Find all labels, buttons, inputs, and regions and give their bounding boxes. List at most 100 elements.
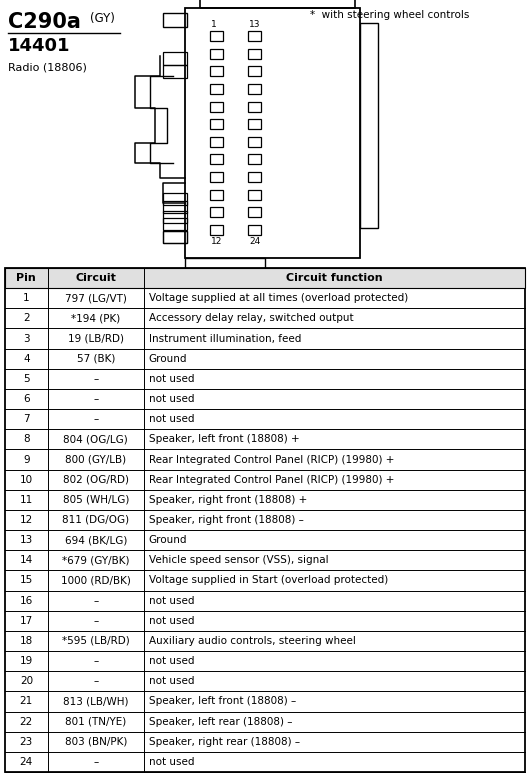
Text: 800 (GY/LB): 800 (GY/LB) <box>65 455 126 465</box>
Text: 12: 12 <box>211 237 223 246</box>
Text: Ground: Ground <box>149 535 187 545</box>
Text: Circuit: Circuit <box>75 273 116 283</box>
Bar <box>210 137 223 147</box>
Bar <box>210 225 223 235</box>
Bar <box>185 8 360 258</box>
Bar <box>163 13 187 27</box>
Text: Voltage supplied at all times (overload protected): Voltage supplied at all times (overload … <box>149 293 408 303</box>
Bar <box>163 52 187 65</box>
Bar <box>163 231 187 243</box>
Bar <box>210 49 223 58</box>
Text: –: – <box>93 757 99 767</box>
Text: 3: 3 <box>23 333 30 343</box>
Text: Rear Integrated Control Panel (RICP) (19980) +: Rear Integrated Control Panel (RICP) (19… <box>149 455 394 465</box>
Text: Auxiliary audio controls, steering wheel: Auxiliary audio controls, steering wheel <box>149 636 356 646</box>
Text: –: – <box>93 656 99 666</box>
Text: 19 (LB/RD): 19 (LB/RD) <box>68 333 123 343</box>
Bar <box>163 211 187 223</box>
Text: –: – <box>93 394 99 404</box>
Text: 804 (OG/LG): 804 (OG/LG) <box>64 434 128 444</box>
Bar <box>248 172 261 182</box>
Bar <box>210 172 223 182</box>
Text: Radio (18806): Radio (18806) <box>8 62 87 72</box>
Text: 16: 16 <box>20 596 33 605</box>
Text: 811 (DG/OG): 811 (DG/OG) <box>62 515 129 525</box>
Bar <box>248 207 261 218</box>
Text: 20: 20 <box>20 676 33 686</box>
Bar <box>163 201 187 213</box>
Text: Speaker, left rear (18808) –: Speaker, left rear (18808) – <box>149 716 293 726</box>
Text: 694 (BK/LG): 694 (BK/LG) <box>65 535 127 545</box>
Text: –: – <box>93 616 99 625</box>
Text: 57 (BK): 57 (BK) <box>76 354 115 364</box>
Bar <box>248 66 261 76</box>
Text: 8: 8 <box>23 434 30 444</box>
Text: *194 (PK): *194 (PK) <box>71 313 120 323</box>
Text: 1000 (RD/BK): 1000 (RD/BK) <box>61 576 131 586</box>
Text: 18: 18 <box>20 636 33 646</box>
Text: not used: not used <box>149 616 195 625</box>
Text: Rear Integrated Control Panel (RICP) (19980) +: Rear Integrated Control Panel (RICP) (19… <box>149 475 394 485</box>
Text: Speaker, right rear (18808) –: Speaker, right rear (18808) – <box>149 737 300 747</box>
Text: not used: not used <box>149 394 195 404</box>
Text: Accessory delay relay, switched output: Accessory delay relay, switched output <box>149 313 354 323</box>
Text: not used: not used <box>149 656 195 666</box>
Text: 7: 7 <box>23 414 30 424</box>
Text: 5: 5 <box>23 374 30 384</box>
Bar <box>210 84 223 94</box>
Bar <box>210 207 223 218</box>
Text: C290a: C290a <box>8 12 81 32</box>
Text: 1: 1 <box>23 293 30 303</box>
Text: not used: not used <box>149 374 195 384</box>
Text: 14401: 14401 <box>8 37 70 55</box>
Text: Speaker, right front (18808) –: Speaker, right front (18808) – <box>149 515 304 525</box>
Bar <box>163 218 187 230</box>
Bar <box>210 102 223 112</box>
Bar <box>248 102 261 112</box>
Bar <box>248 31 261 41</box>
Text: –: – <box>93 676 99 686</box>
Text: Voltage supplied in Start (overload protected): Voltage supplied in Start (overload prot… <box>149 576 388 586</box>
Text: *595 (LB/RD): *595 (LB/RD) <box>62 636 130 646</box>
Text: 10: 10 <box>20 475 33 485</box>
Bar <box>163 193 187 205</box>
Bar <box>210 155 223 165</box>
Bar <box>248 137 261 147</box>
Bar <box>210 190 223 200</box>
Bar <box>248 84 261 94</box>
Text: 24: 24 <box>20 757 33 767</box>
Text: 801 (TN/YE): 801 (TN/YE) <box>65 716 126 726</box>
Text: 13: 13 <box>249 20 261 29</box>
Text: Speaker, right front (18808) +: Speaker, right front (18808) + <box>149 495 307 505</box>
Text: Vehicle speed sensor (VSS), signal: Vehicle speed sensor (VSS), signal <box>149 556 329 566</box>
Text: –: – <box>93 374 99 384</box>
Text: 14: 14 <box>20 556 33 566</box>
Bar <box>360 23 378 228</box>
Text: –: – <box>93 414 99 424</box>
Bar <box>185 258 265 276</box>
Text: Ground: Ground <box>149 354 187 364</box>
Bar <box>210 66 223 76</box>
Text: 19: 19 <box>20 656 33 666</box>
Bar <box>248 190 261 200</box>
Text: *679 (GY/BK): *679 (GY/BK) <box>62 556 129 566</box>
Text: not used: not used <box>149 757 195 767</box>
Text: 805 (WH/LG): 805 (WH/LG) <box>63 495 129 505</box>
Text: (GY): (GY) <box>90 12 115 25</box>
Text: 11: 11 <box>20 495 33 505</box>
Bar <box>5 268 525 772</box>
Text: Pin: Pin <box>16 273 36 283</box>
Text: Circuit function: Circuit function <box>286 273 383 283</box>
Bar <box>163 65 187 78</box>
Text: not used: not used <box>149 676 195 686</box>
Text: 21: 21 <box>20 696 33 706</box>
Text: Speaker, left front (18808) –: Speaker, left front (18808) – <box>149 696 296 706</box>
Text: 803 (BN/PK): 803 (BN/PK) <box>65 737 127 747</box>
Bar <box>210 119 223 129</box>
Text: 2: 2 <box>23 313 30 323</box>
Text: Instrument illumination, feed: Instrument illumination, feed <box>149 333 301 343</box>
Text: *  with steering wheel controls: * with steering wheel controls <box>310 10 470 20</box>
Text: not used: not used <box>149 414 195 424</box>
Bar <box>248 225 261 235</box>
Bar <box>163 231 187 243</box>
